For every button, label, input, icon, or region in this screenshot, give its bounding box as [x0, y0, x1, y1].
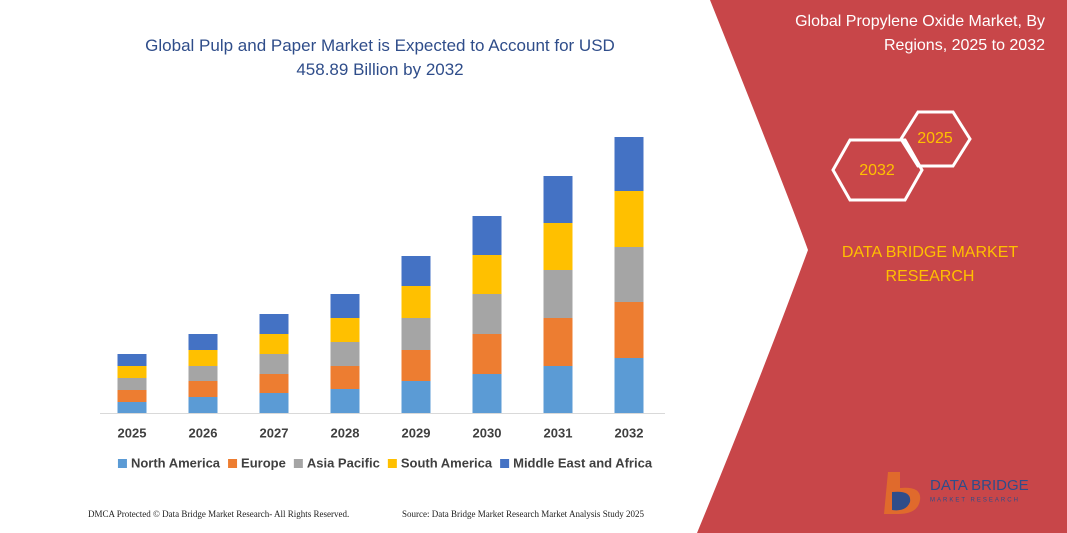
legend-swatch — [293, 459, 303, 468]
bar-segment — [472, 374, 502, 413]
legend-label: North America — [131, 455, 221, 470]
hexagon-label: 2025 — [917, 130, 953, 147]
legend-swatch — [387, 459, 397, 468]
bar-segment — [188, 397, 218, 413]
bar-segment — [259, 354, 289, 374]
bar-segment — [117, 390, 147, 402]
legend-label: South America — [401, 455, 493, 470]
bar-segment — [117, 366, 147, 378]
footer-right: Source: Data Bridge Market Research Mark… — [402, 509, 644, 519]
legend-label: Middle East and Africa — [513, 455, 653, 470]
x-tick-label: 2028 — [331, 425, 360, 440]
bar-segment — [472, 255, 502, 294]
bar-segment — [472, 294, 502, 334]
bar-segment — [117, 402, 147, 413]
legend-label: Europe — [241, 455, 286, 470]
bar-segment — [401, 350, 431, 381]
bar-segment — [614, 302, 644, 358]
chart-title: Global Pulp and Paper Market is Expected… — [145, 36, 615, 79]
hexagon-label: 2032 — [859, 162, 895, 179]
logo-name: DATA BRIDGE — [930, 477, 1029, 494]
bar-segment — [188, 366, 218, 381]
x-tick-label: 2029 — [402, 425, 431, 440]
bar-segment — [330, 294, 360, 318]
bar-segment — [259, 334, 289, 354]
hexagon — [831, 138, 924, 202]
bar-segment — [188, 350, 218, 366]
legend-label: Asia Pacific — [307, 455, 380, 470]
x-tick-label: 2025 — [118, 425, 147, 440]
legend-swatch — [117, 459, 127, 468]
bar-segment — [259, 374, 289, 393]
bar-segment — [472, 334, 502, 374]
bar-segment — [188, 381, 218, 397]
x-tick-label: 2031 — [544, 425, 573, 440]
x-tick-label: 2027 — [260, 425, 289, 440]
bar-segment — [401, 381, 431, 413]
x-tick-label: 2026 — [189, 425, 218, 440]
footer-left: DMCA Protected © Data Bridge Market Rese… — [88, 509, 350, 519]
x-tick-label: 2030 — [473, 425, 502, 440]
logo-tagline: MARKET RESEARCH — [930, 498, 1020, 504]
bar-segment — [117, 354, 147, 366]
legend-swatch — [228, 459, 238, 468]
bar-segment — [614, 191, 644, 247]
bar-segment — [401, 256, 431, 286]
side-panel — [697, 0, 1067, 533]
bar-segment — [614, 247, 644, 302]
bar-segment — [330, 318, 360, 342]
bar-segment — [543, 318, 573, 366]
bar-segment — [330, 389, 360, 413]
bar-segment — [330, 366, 360, 389]
bar-segment — [614, 137, 644, 191]
legend-swatch — [500, 459, 510, 468]
logo-mark — [892, 491, 911, 511]
bar-segment — [472, 216, 502, 255]
bar-segment — [259, 314, 289, 334]
bar-segment — [259, 393, 289, 413]
bar-segment — [543, 223, 573, 270]
panel-brand: DATA BRIDGE MARKET RESEARCH — [841, 244, 1019, 285]
bar-segment — [330, 342, 360, 366]
bar-segment — [188, 334, 218, 350]
bar-segment — [543, 366, 573, 413]
bar-segment — [401, 286, 431, 318]
hexagon — [899, 110, 972, 168]
bar-segment — [543, 270, 573, 318]
x-tick-label: 2032 — [615, 425, 644, 440]
bar-segment — [401, 318, 431, 350]
bar-segment — [543, 176, 573, 223]
panel-title: Global Propylene Oxide Market, By Region… — [795, 13, 1045, 54]
bar-segment — [614, 358, 644, 413]
bar-segment — [117, 378, 147, 390]
